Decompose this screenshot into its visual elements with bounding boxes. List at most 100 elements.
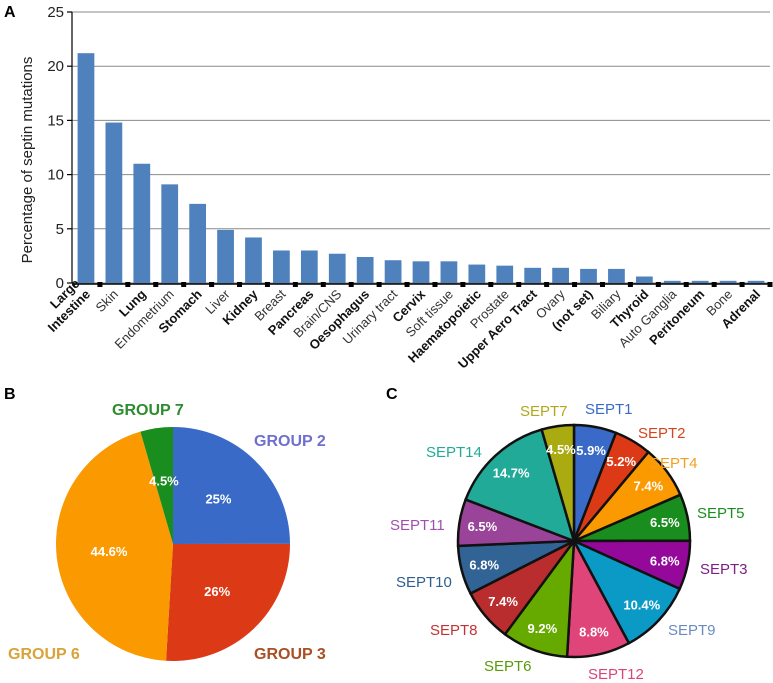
x-tick-mark xyxy=(683,282,689,287)
slice-percent-label: 6.5% xyxy=(650,515,680,530)
bar-ovary xyxy=(552,267,569,283)
x-tick-mark xyxy=(432,282,438,287)
x-tick-mark xyxy=(125,282,131,287)
x-tick-mark xyxy=(739,282,745,287)
bar-skin xyxy=(105,122,123,284)
slice-percent-label: 6.5% xyxy=(468,519,498,534)
pie-percent-labels: 25% 26% 44.6% 4.5% xyxy=(91,473,232,599)
bar-urinary-tract xyxy=(384,260,402,283)
panel-c-pie-chart: C 5.9%5.2% 7.4% 6.5% 6.8% 10.4% 8.8% 9.2% 7.4% 6… xyxy=(386,386,748,683)
x-tick-mark xyxy=(376,282,382,287)
slice-group-3 xyxy=(166,543,290,661)
bar-pancreas xyxy=(300,250,318,283)
bar-lung xyxy=(133,163,151,283)
bar-brain-cns xyxy=(328,253,346,283)
x-tick-mark xyxy=(767,282,773,287)
slice-percent-label: 9.2% xyxy=(528,621,558,636)
slice-name-label: SEPT12 xyxy=(588,666,644,683)
slice-name-label: SEPT3 xyxy=(700,561,748,578)
slice-name-label: SEPT5 xyxy=(697,505,745,522)
slice-percent-label: 5.9% xyxy=(576,443,606,458)
panel-b-label: B xyxy=(4,386,16,403)
pie-slices xyxy=(55,427,290,661)
slice-name-label: SEPT11 xyxy=(390,517,445,534)
x-tick-mark xyxy=(711,282,717,287)
gridlines xyxy=(67,11,770,285)
slice-name-label: SEPT6 xyxy=(484,658,532,675)
panel-a-bar-chart: A Percentage of septin mutations 0 5 10 15 2… xyxy=(4,4,773,371)
bars xyxy=(77,53,773,287)
bar-thyroid xyxy=(635,276,653,283)
bar-liver xyxy=(217,229,234,283)
x-tick-mark xyxy=(460,282,466,287)
slice-name-label: GROUP 2 xyxy=(254,433,326,450)
bar--not-set- xyxy=(580,268,597,283)
bar-stomach xyxy=(189,203,207,283)
bar-upper-aero-tract xyxy=(524,267,542,283)
x-tick-mark xyxy=(209,282,215,287)
slice-name-label: SEPT1 xyxy=(585,401,633,418)
slice-percent-label: 7.4% xyxy=(488,594,518,609)
slice-name-label: GROUP 3 xyxy=(254,646,326,663)
y-tick-label: 0 xyxy=(56,275,64,292)
slice-percent-label: 7.4% xyxy=(634,478,664,493)
sept-labels: SEPT1 SEPT2 SEPT4 SEPT5 SEPT3 SEPT9 SEPT12 SEPT… xyxy=(390,401,748,683)
pie-slices xyxy=(456,423,692,659)
slice-percent-label: 8.8% xyxy=(579,625,609,640)
x-tick-mark xyxy=(153,282,159,287)
y-tick-label: 25 xyxy=(47,4,64,21)
bar-soft-tissue xyxy=(440,261,458,283)
slice-percent-label: 6.8% xyxy=(650,554,680,569)
x-tick-mark xyxy=(348,282,354,287)
slice-name-label: SEPT2 xyxy=(638,425,686,442)
x-tick-mark xyxy=(655,282,661,287)
x-tick-mark xyxy=(627,282,633,287)
pie-percent-labels: 5.9%5.2% 7.4% 6.5% 6.8% 10.4% 8.8% 9.2% 7.4% 6.8… xyxy=(468,442,681,640)
slice-sept14 xyxy=(464,428,576,544)
bar-haematopoietic xyxy=(468,264,486,283)
bar-peritoneum xyxy=(691,280,709,283)
slice-name-label: SEPT4 xyxy=(650,455,698,472)
slice-percent-label: 25% xyxy=(205,491,231,506)
bar-bone xyxy=(719,280,737,283)
bar-adrenal xyxy=(747,280,765,283)
bar-breast xyxy=(273,250,290,283)
panel-a-label: A xyxy=(4,4,16,21)
bar-kidney xyxy=(245,237,262,283)
x-tick-mark xyxy=(404,282,410,287)
slice-sept9 xyxy=(571,538,682,645)
slice-percent-label: 6.8% xyxy=(469,557,499,572)
slice-group-2 xyxy=(173,427,290,544)
slice-percent-label: 14.7% xyxy=(493,466,530,481)
panel-c-label: C xyxy=(386,386,398,403)
bar-auto-ganglia xyxy=(663,280,681,283)
slice-group-6 xyxy=(55,431,174,661)
bar-oesophagus xyxy=(356,256,374,283)
x-tick-mark xyxy=(544,282,550,287)
slice-name-label: SEPT7 xyxy=(520,403,568,420)
slice-group-7 xyxy=(140,427,173,544)
x-tick-mark xyxy=(488,282,494,287)
x-tick-mark xyxy=(237,282,243,287)
slice-name-label: SEPT10 xyxy=(396,574,452,591)
x-tick-mark xyxy=(572,282,578,287)
bar-large-intestine xyxy=(77,53,95,283)
bar-biliary xyxy=(608,268,625,283)
x-tick-mark xyxy=(516,282,522,287)
slice-percent-label: 4.5% xyxy=(546,442,576,457)
y-tick-label: 20 xyxy=(47,58,64,75)
slice-name-label: GROUP 7 xyxy=(112,402,184,419)
x-tick-mark xyxy=(599,282,605,287)
slice-name-label: GROUP 6 xyxy=(8,646,80,663)
y-tick-labels: 0 5 10 15 20 25 xyxy=(47,4,64,292)
bar-endometrium xyxy=(161,184,179,283)
group-labels: GROUP 2 GROUP 3 GROUP 6 GROUP 7 xyxy=(8,402,326,663)
slice-name-label: SEPT8 xyxy=(430,622,478,639)
x-tick-mark xyxy=(320,282,326,287)
y-tick-label: 15 xyxy=(47,112,64,129)
slice-percent-label: 44.6% xyxy=(91,544,128,559)
slice-name-label: SEPT14 xyxy=(426,444,482,461)
